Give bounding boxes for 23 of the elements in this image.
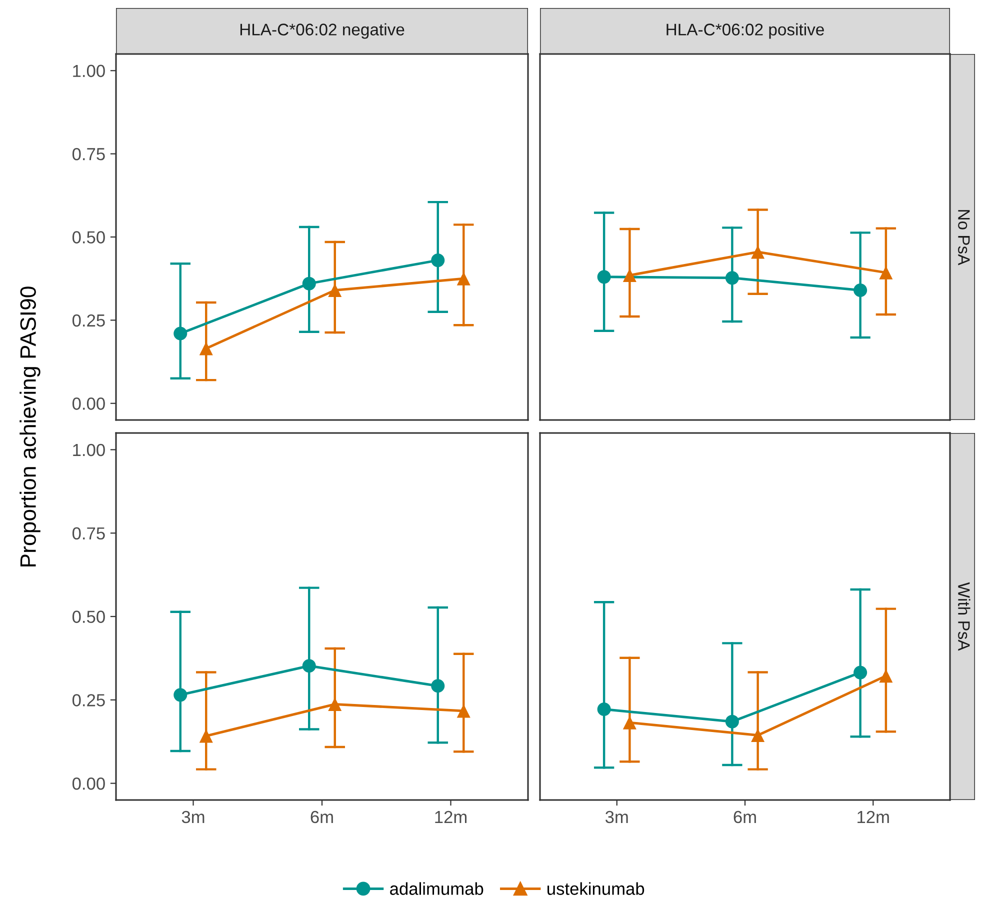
- y-tick-label: 0.00: [72, 398, 105, 410]
- y2-axis-title: With PsA: [958, 582, 970, 651]
- chart-title: HLA-C*06:02 negative: [240, 23, 404, 39]
- x-tick-label: 12m: [435, 810, 466, 823]
- x-tick-label: 6m: [310, 810, 333, 824]
- y-tick-label: 1.00: [73, 64, 105, 78]
- y-tick-label: 0.50: [72, 610, 105, 623]
- x-tick-label: 3m: [605, 810, 628, 824]
- y-tick-label: 1.00: [73, 444, 105, 456]
- y2-axis-title: No PsA: [958, 210, 970, 266]
- y-axis-title: Proportion achieving PASI90: [20, 286, 40, 566]
- chart-title: HLA-C*06:02 positive: [666, 23, 824, 39]
- x-tick-label: 12m: [858, 810, 889, 823]
- legend-label: ustekinumab: [548, 882, 644, 895]
- y-tick-label: 0.50: [72, 231, 105, 244]
- y-tick-label: 0.75: [72, 527, 105, 540]
- y-tick-label: 0.75: [72, 148, 105, 160]
- y-tick-label: 0.00: [72, 777, 105, 790]
- y-tick-label: 0.25: [72, 694, 105, 706]
- legend-label: adalimumab: [390, 882, 484, 895]
- y-tick-label: 0.25: [72, 314, 105, 327]
- x-tick-label: 3m: [182, 810, 204, 824]
- x-tick-label: 6m: [734, 810, 756, 824]
